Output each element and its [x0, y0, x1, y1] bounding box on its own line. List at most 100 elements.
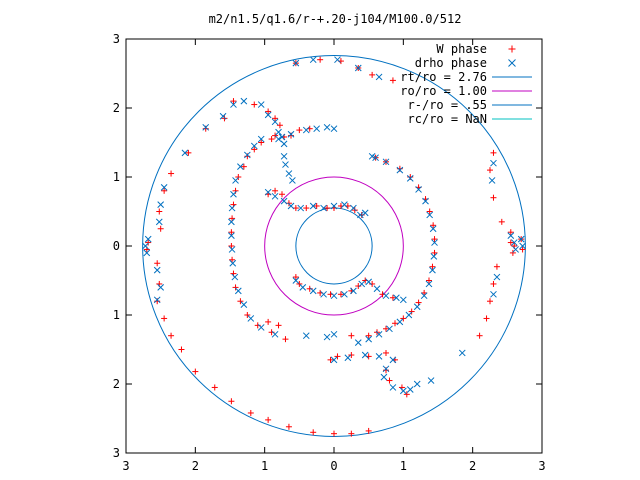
- circle-series-3: [264, 176, 404, 316]
- data-point-s1-57: [382, 292, 390, 300]
- data-point-s0-81: [386, 377, 393, 384]
- data-point-s1-94: [155, 218, 163, 226]
- x-tick-label: 3: [122, 459, 129, 473]
- data-point-s1-119: [309, 56, 317, 64]
- data-point-s0-100: [348, 430, 355, 437]
- data-point-s0-122: [490, 194, 497, 201]
- data-point-s1-103: [519, 242, 526, 250]
- chart-title: m2/n1.5/q1.6/r-+.20-j104/M100.0/512: [209, 12, 462, 26]
- data-point-s0-113: [369, 71, 376, 78]
- data-point-s0-18: [237, 298, 244, 305]
- data-point-s0-91: [178, 346, 185, 353]
- data-point-s0-4: [268, 136, 275, 143]
- data-point-s1-76: [386, 325, 393, 333]
- data-point-s1-44: [350, 204, 357, 212]
- data-point-s0-47: [292, 205, 299, 212]
- data-point-s0-116: [507, 239, 514, 246]
- data-point-s0-28: [408, 308, 415, 315]
- data-point-s0-125: [493, 263, 500, 270]
- data-point-s0-5: [258, 139, 265, 146]
- data-point-s0-132: [348, 332, 355, 339]
- data-point-s0-6: [251, 146, 258, 153]
- data-point-s1-58: [393, 294, 400, 302]
- data-point-s1-95: [157, 201, 165, 208]
- data-point-s1-40: [309, 202, 317, 210]
- data-point-s0-117: [509, 249, 516, 256]
- y-tick-label: 2: [113, 377, 120, 391]
- data-point-s1-15: [237, 163, 244, 171]
- data-point-s1-61: [382, 158, 390, 166]
- data-point-s0-25: [383, 325, 389, 332]
- data-point-s0-39: [407, 174, 414, 180]
- legend-marker-1: [508, 59, 516, 67]
- data-point-s0-80: [383, 367, 389, 374]
- data-point-s0-15: [229, 256, 236, 263]
- data-point-s1-114: [372, 154, 379, 162]
- data-point-s1-84: [389, 356, 397, 364]
- data-point-s1-89: [406, 386, 414, 393]
- x-tick-label: 2: [192, 459, 199, 473]
- data-point-s1-96: [160, 183, 168, 191]
- data-point-s0-95: [247, 409, 254, 416]
- data-point-s0-106: [185, 149, 192, 156]
- data-point-s1-34: [330, 125, 338, 133]
- data-point-s0-29: [415, 299, 422, 306]
- data-point-s1-88: [399, 387, 407, 395]
- data-point-s1-72: [420, 292, 428, 300]
- legend-label-4: r-/ro = .55: [408, 98, 487, 112]
- data-point-s1-85: [382, 365, 390, 373]
- data-point-s1-52: [341, 290, 348, 298]
- data-point-s1-35: [264, 188, 272, 196]
- data-point-s0-56: [292, 274, 299, 281]
- data-point-s0-44: [272, 187, 279, 194]
- data-point-s0-86: [154, 260, 161, 267]
- data-point-s1-70: [429, 266, 436, 274]
- data-point-s1-54: [358, 280, 366, 288]
- data-point-s0-123: [490, 149, 497, 156]
- series-1-points: [142, 56, 526, 395]
- data-point-s0-92: [192, 368, 199, 375]
- data-point-s1-33: [323, 123, 331, 131]
- data-point-s1-1: [240, 97, 248, 105]
- data-point-s1-122: [375, 73, 383, 81]
- data-point-s1-121: [354, 64, 362, 72]
- data-point-s1-113: [458, 349, 466, 357]
- data-point-s1-99: [153, 296, 161, 304]
- data-point-s1-105: [490, 159, 497, 167]
- data-point-s0-73: [272, 132, 279, 139]
- data-point-s0-76: [348, 352, 355, 359]
- data-point-s1-21: [228, 246, 236, 253]
- data-point-s1-22: [229, 259, 237, 267]
- data-point-s1-55: [365, 278, 373, 286]
- data-point-s0-101: [365, 427, 372, 434]
- data-point-s0-49: [313, 202, 320, 209]
- data-point-s1-47: [292, 277, 300, 284]
- data-point-s1-78: [365, 335, 373, 343]
- data-point-s1-117: [219, 112, 227, 120]
- data-point-s1-82: [361, 351, 369, 359]
- data-point-s0-115: [507, 229, 514, 236]
- data-point-s1-108: [490, 290, 497, 298]
- data-point-s0-121: [498, 218, 505, 225]
- data-point-s0-48: [303, 205, 310, 212]
- y-tick-label: 3: [113, 446, 120, 460]
- data-point-s1-19: [228, 218, 235, 226]
- data-point-s0-98: [310, 429, 317, 436]
- data-point-s0-1: [296, 127, 303, 134]
- data-point-s0-89: [161, 315, 168, 322]
- data-point-s1-62: [396, 166, 404, 174]
- data-point-s0-128: [483, 315, 490, 322]
- data-point-s1-110: [323, 333, 331, 341]
- legend-marker-0: [508, 45, 516, 53]
- data-point-s1-109: [302, 332, 310, 340]
- data-point-s0-120: [519, 246, 526, 253]
- data-point-s1-87: [389, 384, 397, 391]
- data-point-s0-96: [265, 416, 272, 423]
- data-point-s0-71: [272, 115, 279, 122]
- data-point-s1-46: [361, 209, 369, 217]
- data-point-s0-130: [275, 322, 282, 329]
- data-point-s0-26: [392, 320, 399, 327]
- data-point-s0-124: [487, 167, 493, 174]
